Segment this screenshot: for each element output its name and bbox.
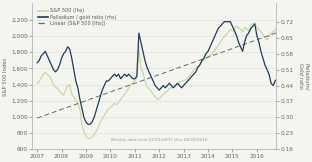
Y-axis label: Palladium/
Gold ratio: Palladium/ Gold ratio bbox=[298, 63, 309, 90]
Text: Weekly data from 01/01/2007 thru 08/20/2016: Weekly data from 01/01/2007 thru 08/20/2… bbox=[111, 138, 207, 142]
Legend: S&P 500 (lhs), Palladium / gold ratio (rhs), Linear (S&P 500 [lhs]): S&P 500 (lhs), Palladium / gold ratio (r… bbox=[37, 7, 118, 27]
Y-axis label: S&P 500 Index: S&P 500 Index bbox=[3, 57, 8, 96]
